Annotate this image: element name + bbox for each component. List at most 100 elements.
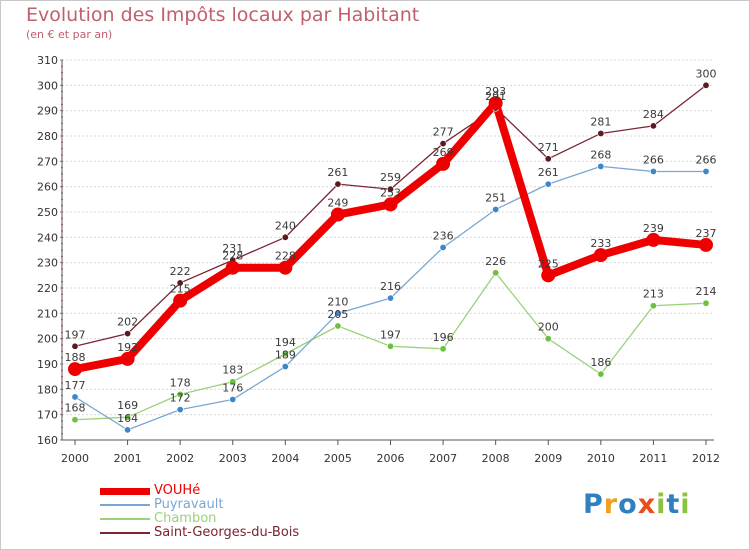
data-label: 271 [538,141,559,154]
data-point [544,335,552,343]
data-point [334,180,342,188]
x-tick-label: 2011 [639,452,667,465]
data-label: 164 [117,412,138,425]
data-point [699,237,713,252]
data-label: 192 [117,341,138,354]
data-point [71,342,79,350]
data-label: 210 [327,295,348,308]
data-point [649,122,657,130]
data-label: 240 [275,219,296,232]
data-label: 259 [380,171,401,184]
data-point [492,269,500,277]
data-point [278,260,293,275]
data-label: 249 [327,197,348,210]
data-point [544,155,552,163]
logo-letter: t [666,489,681,520]
data-point [383,197,398,212]
x-tick-label: 2008 [482,452,510,465]
data-label: 216 [380,280,401,293]
data-label: 266 [696,153,717,166]
data-label: 214 [696,285,717,298]
data-label: 172 [170,392,191,405]
data-label: 239 [643,222,664,235]
data-label: 176 [222,381,243,394]
data-point [229,378,237,386]
data-label: 293 [485,85,506,98]
data-point [173,293,188,308]
data-point [120,351,135,366]
x-tick-label: 2012 [692,452,720,465]
y-tick-label: 200 [37,333,58,346]
logo-letter: o [618,489,638,520]
data-point [281,233,289,241]
data-point [334,322,342,330]
x-tick-label: 2000 [61,452,89,465]
data-point [439,243,447,251]
data-point [176,390,184,398]
y-tick-label: 280 [37,130,58,143]
data-point [229,395,237,403]
y-tick-label: 260 [37,181,58,194]
data-point [124,330,132,338]
y-tick-label: 300 [37,79,58,92]
legend-item-chambon: Chambon [100,512,299,526]
x-tick-label: 2003 [219,452,247,465]
data-point [649,302,657,310]
y-tick-label: 170 [37,409,58,422]
data-label: 251 [485,191,506,204]
data-label: 169 [117,399,138,412]
data-point [281,363,289,371]
logo-letter: i [656,489,667,520]
x-tick-label: 2010 [587,452,615,465]
data-label: 200 [538,321,559,334]
data-label: 188 [65,351,86,364]
y-tick-label: 190 [37,358,58,371]
legend-swatch [100,518,150,520]
x-tick-label: 2002 [166,452,194,465]
data-label: 197 [65,328,86,341]
data-point [176,279,184,287]
data-label: 226 [485,255,506,268]
data-point [597,370,605,378]
data-label: 300 [696,67,717,80]
chart-title: Evolution des Impôts locaux par Habitant [26,4,420,26]
y-tick-label: 240 [37,231,58,244]
y-tick-label: 180 [37,383,58,396]
logo-letter: r [603,489,619,520]
data-point [544,180,552,188]
data-point [439,140,447,148]
data-label: 178 [170,376,191,389]
data-label: 213 [643,288,664,301]
data-point [68,362,82,377]
data-label: 194 [275,336,296,349]
legend: VOUHé Puyravault Chambon Saint-Georges-d… [100,484,299,540]
data-point [124,426,132,434]
data-point [439,345,447,353]
legend-item-vouhe: VOUHé [100,484,299,498]
data-label: 233 [590,237,611,250]
proxiti-logo: Proxiti [583,489,691,520]
data-label: 183 [222,364,243,377]
legend-swatch [100,532,150,534]
data-point [386,294,394,302]
data-point [386,342,394,350]
y-tick-label: 220 [37,282,58,295]
data-label: 291 [485,90,506,103]
data-label: 215 [170,283,191,296]
data-label: 186 [590,356,611,369]
data-label: 261 [327,166,348,179]
data-point [124,413,132,421]
data-label: 168 [65,402,86,415]
data-label: 196 [433,331,454,344]
data-label: 253 [380,186,401,199]
x-tick-label: 2005 [324,452,352,465]
legend-item-saint-georges-du-bois: Saint-Georges-du-Bois [100,526,299,540]
data-label: 225 [538,257,559,270]
y-tick-label: 310 [37,54,58,67]
data-point [488,96,503,111]
data-label: 177 [65,379,86,392]
x-tick-label: 2006 [377,452,405,465]
legend-label: Chambon [154,511,217,526]
logo-letter: x [637,489,657,520]
